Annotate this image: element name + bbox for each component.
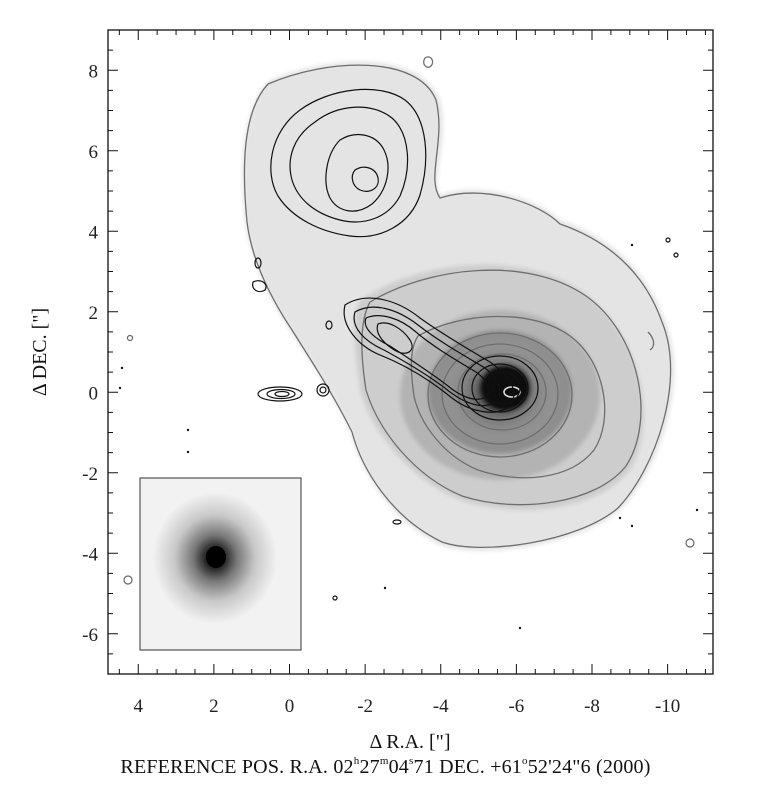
x-tick-label: -10 <box>655 696 680 717</box>
grey-contours <box>243 56 672 548</box>
x-tick-label: -2 <box>357 696 373 717</box>
y-tick-label: -2 <box>82 464 98 485</box>
y-tick-label: 4 <box>89 222 99 243</box>
x-tick-label: -8 <box>584 696 600 717</box>
x-tick-label: 4 <box>134 696 144 717</box>
x-tick-label: 2 <box>209 696 219 717</box>
y-tick-label: -4 <box>82 544 98 565</box>
noise-dots <box>118 243 699 630</box>
y-tick-label: -6 <box>82 625 98 646</box>
radio-contours <box>123 88 695 601</box>
x-tick-label: -4 <box>433 696 449 717</box>
reference-position-caption: REFERENCE POS. R.A. 02h27m04s71 DEC. +61… <box>120 755 651 778</box>
axis-ticks <box>108 29 713 675</box>
radio-optical-image-figure: 4 2 0 -2 -4 -6 -8 -10 8 6 4 2 0 -2 -4 -6 Δ R.A. ["] Δ … <box>29 29 714 753</box>
x-tick-label: 0 <box>285 696 295 717</box>
y-axis-title: Δ DEC. ["] <box>29 308 51 396</box>
y-tick-label: 0 <box>89 383 99 404</box>
y-tick-label: 6 <box>89 142 99 163</box>
y-tick-labels: 8 6 4 2 0 -2 -4 -6 <box>82 61 98 646</box>
x-tick-label: -6 <box>508 696 524 717</box>
y-tick-label: 2 <box>89 303 99 324</box>
x-axis-title: Δ R.A. ["] <box>369 731 450 753</box>
psf-inset <box>139 477 302 651</box>
x-tick-labels: 4 2 0 -2 -4 -6 -8 -10 <box>134 696 681 717</box>
diffuse-emission <box>242 61 675 551</box>
y-tick-label: 8 <box>89 61 99 82</box>
